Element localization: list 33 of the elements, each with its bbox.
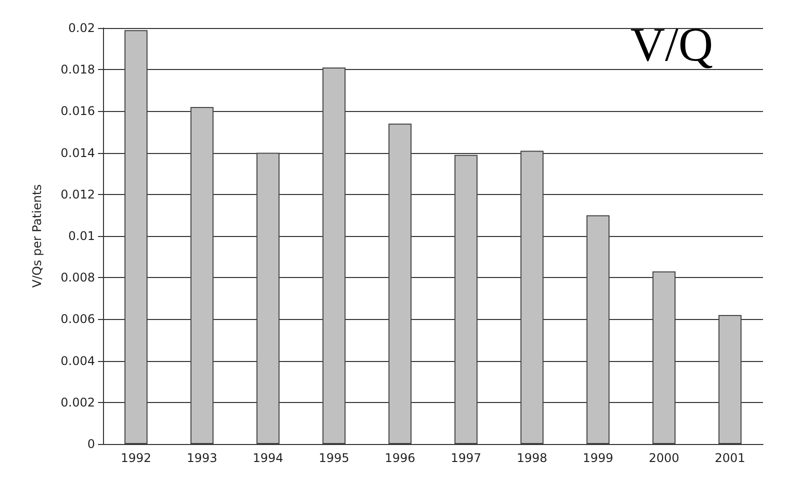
y-tick-label: 0 — [87, 437, 95, 451]
y-tick-label: 0.01 — [68, 229, 95, 243]
y-tick-label: 0.002 — [60, 395, 95, 410]
x-tick-label: 1994 — [252, 451, 284, 465]
y-tick-label: 0.018 — [60, 62, 95, 77]
y-tick-label: 0.012 — [60, 187, 95, 202]
bar — [718, 315, 742, 444]
bar — [256, 152, 280, 444]
y-tick-label: 0.006 — [60, 312, 95, 326]
x-tick-label: 1997 — [450, 451, 482, 465]
bar — [652, 271, 676, 444]
y-tick-label: 0.016 — [60, 104, 95, 118]
x-tick-label: 1995 — [318, 451, 350, 465]
x-tick-label: 2001 — [714, 451, 746, 465]
x-tick-label: 2000 — [648, 451, 680, 465]
bar — [190, 107, 214, 444]
bar — [322, 68, 346, 444]
y-tick-label: 0.004 — [60, 354, 95, 368]
bar — [124, 30, 148, 444]
bar — [586, 215, 610, 444]
chart-title: V/Q — [630, 18, 714, 72]
x-tick-label: 1993 — [186, 451, 218, 465]
y-tick-label: 0.02 — [68, 21, 95, 35]
x-tick-label: 1999 — [582, 451, 614, 465]
x-tick-label: 1996 — [384, 451, 416, 465]
bar — [520, 150, 544, 444]
y-tick-label: 0.008 — [60, 270, 95, 285]
bar — [454, 154, 478, 444]
x-tick-label: 1992 — [120, 451, 152, 465]
bar — [388, 124, 412, 444]
x-tick-label: 1998 — [516, 451, 548, 465]
y-tick-label: 0.014 — [60, 146, 95, 160]
y-axis-title: V/Qs per Patients — [30, 184, 44, 288]
